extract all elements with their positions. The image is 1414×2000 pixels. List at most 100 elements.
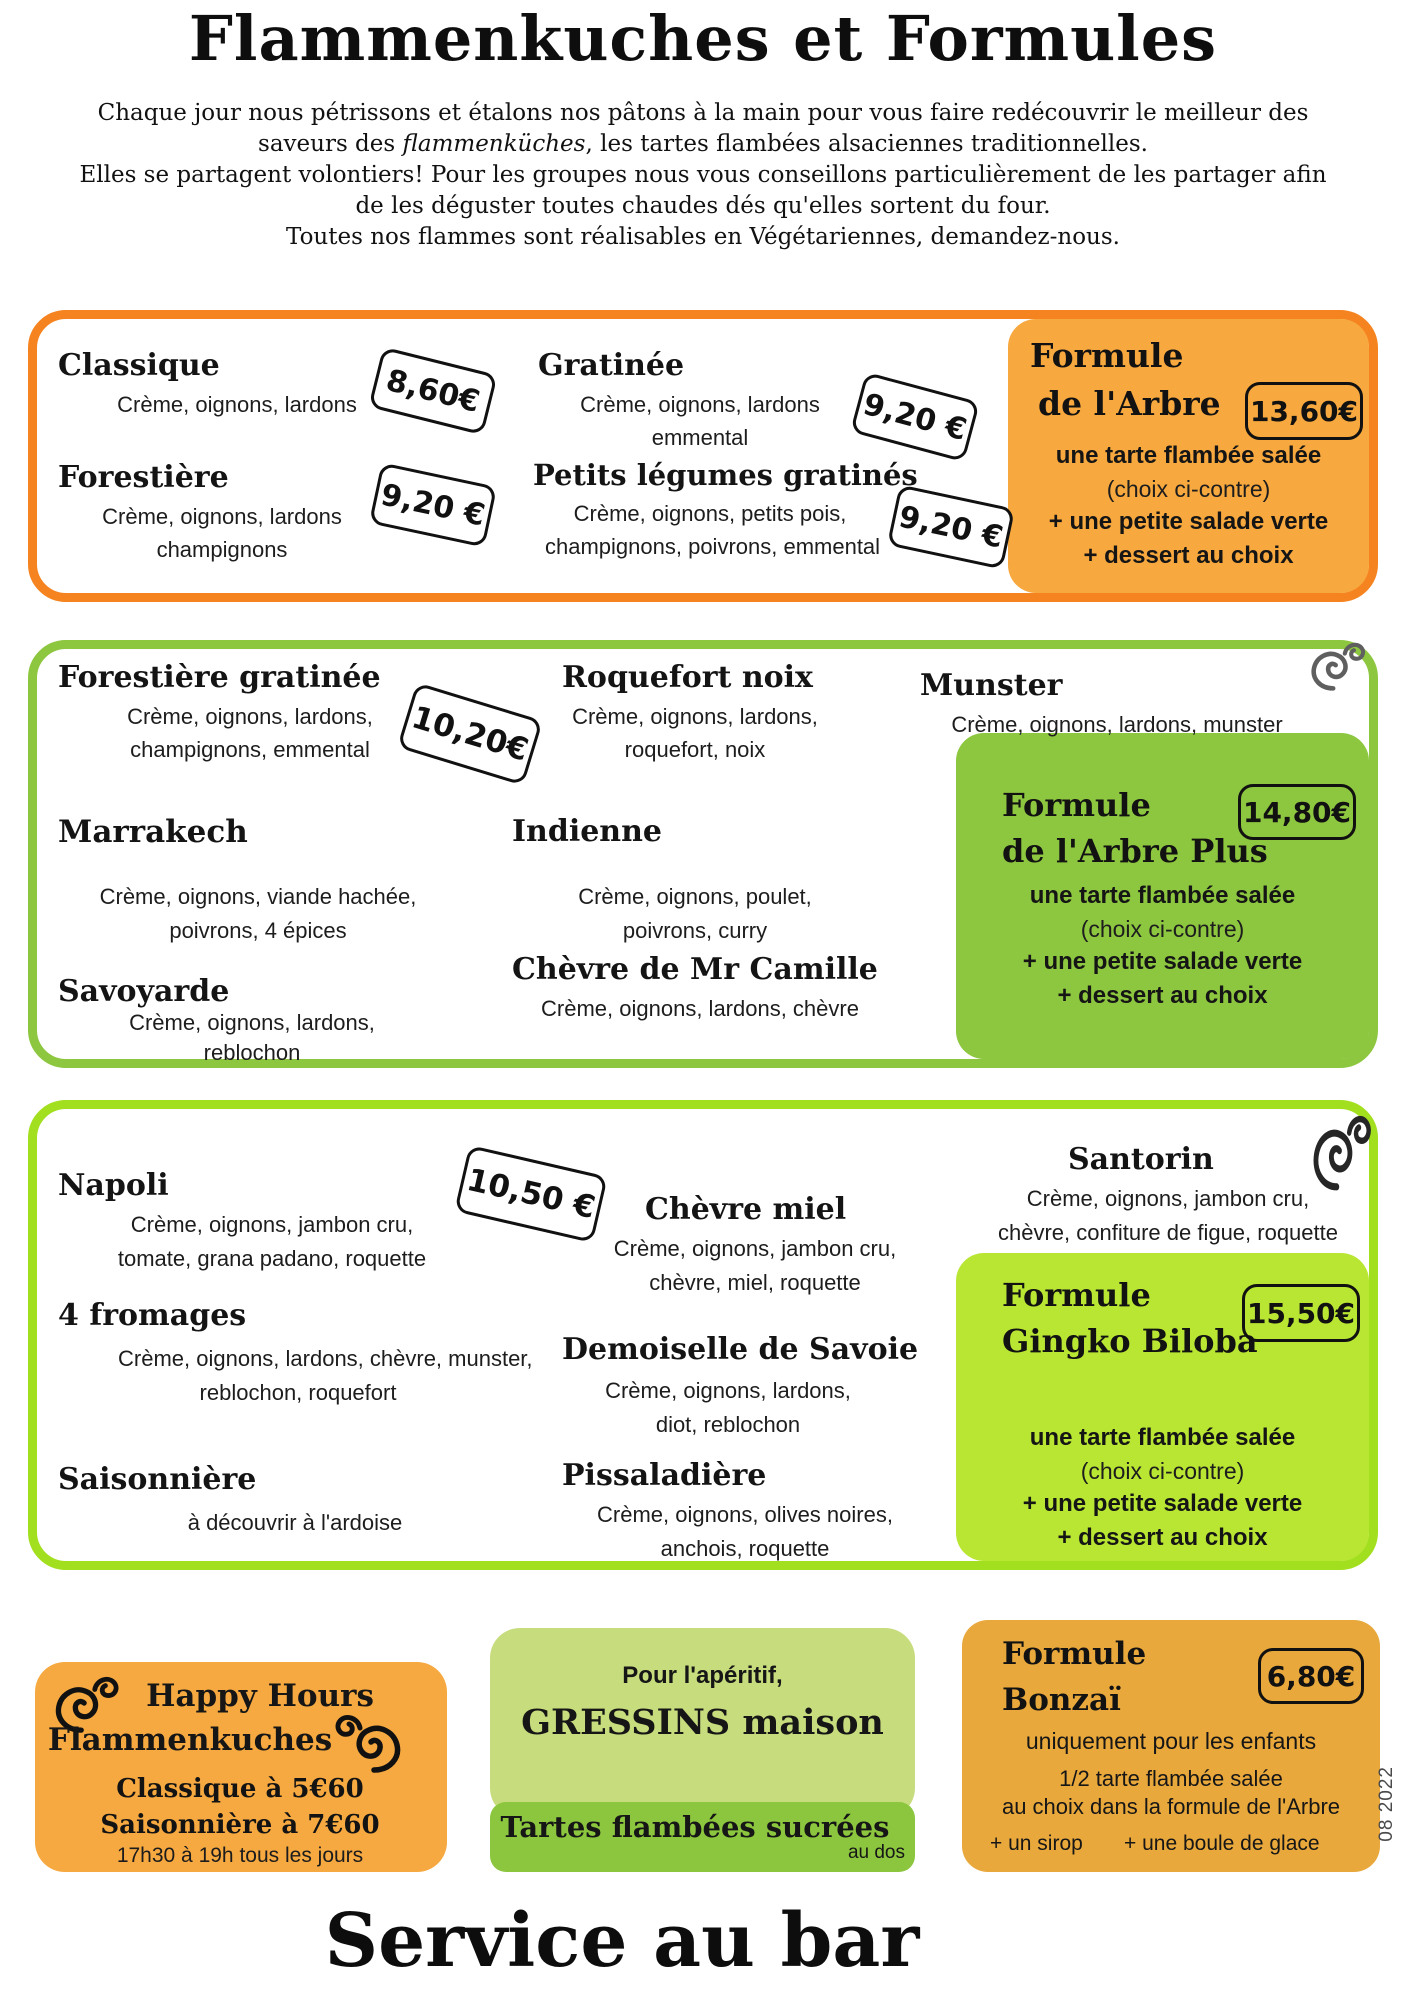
formule-bonzai-line-2: 1/2 tarte flambée salée <box>1059 1766 1283 1791</box>
tartes-sucrees-title: Tartes flambées sucrées <box>500 1810 890 1844</box>
dish-demoiselle-name: Demoiselle de Savoie <box>562 1332 919 1367</box>
dish-demoiselle-desc2: diot, reblochon <box>655 1412 801 1437</box>
dish-munster-desc: Crème, oignons, lardons, munster <box>951 712 1283 737</box>
swirl-ornament-icon <box>1311 642 1366 691</box>
dish-quatre-fromages-name: 4 fromages <box>58 1298 247 1333</box>
formule-bonzai-line-1: uniquement pour les enfants <box>1025 1728 1317 1754</box>
dish-santorin-desc1: Crème, oignons, jambon cru, <box>1026 1186 1310 1211</box>
dish-marrakech-name: Marrakech <box>58 814 248 850</box>
formule-arbre-plus-panel <box>956 733 1369 1059</box>
dish-roquefort-noix-name: Roquefort noix <box>562 660 813 695</box>
tartes-sucrees-note: au dos <box>847 1842 905 1863</box>
formule-arbre-plus-title-1: Formule <box>1002 786 1151 824</box>
dish-indienne-desc1: Crème, oignons, poulet, <box>578 884 812 909</box>
formule-bonzai-line-5: + une boule de glace <box>1124 1832 1320 1855</box>
dish-savoyarde-name: Savoyarde <box>58 974 230 1009</box>
formule-arbre-plus-line-2: (choix ci-contre) <box>1080 916 1245 942</box>
dish-quatre-fromages-desc2: reblochon, roquefort <box>199 1380 397 1405</box>
dish-munster-name: Munster <box>920 668 1063 703</box>
dish-forestiere-gratinee-desc1: Crème, oignons, lardons, <box>127 704 373 729</box>
formule-gingko-panel <box>956 1253 1369 1561</box>
dish-chevre-camille-name: Chèvre de Mr Camille <box>512 952 878 987</box>
dish-roquefort-noix-desc1: Crème, oignons, lardons, <box>572 704 818 729</box>
formule-bonzai-price-badge: 6,80€ <box>1258 1648 1364 1704</box>
tartes-sucrees-panel <box>490 1802 915 1872</box>
happy-hours-schedule: 17h30 à 19h tous les jours <box>116 1844 364 1867</box>
swirl-ornament-icon <box>55 1676 119 1733</box>
formule-arbre-plus-line-4: + dessert au choix <box>1057 982 1268 1009</box>
gressins-title: GRESSINS maison <box>521 1702 884 1743</box>
dish-petits-legumes-desc2: champignons, poivrons, emmental <box>545 534 881 559</box>
dish-savoyarde-desc2: reblochon <box>203 1040 301 1065</box>
intro-line-4: de les déguster toutes chaudes dés qu'el… <box>355 193 1051 219</box>
dish-classique-desc: Crème, oignons, lardons <box>117 392 357 417</box>
dish-forestiere-name: Forestière <box>58 460 229 495</box>
dish-gratinee-desc1: Crème, oignons, lardons <box>580 392 820 417</box>
dish-napoli-name: Napoli <box>58 1168 169 1203</box>
formule-gingko-line-3: + une petite salade verte <box>1022 1490 1303 1517</box>
dish-forestiere-desc2: champignons <box>156 537 288 562</box>
dish-quatre-fromages-desc1: Crème, oignons, lardons, chèvre, munster… <box>118 1346 533 1371</box>
dish-pissaladiere-desc2: anchois, roquette <box>660 1536 830 1561</box>
dish-indienne-name: Indienne <box>512 814 663 849</box>
dish-napoli-desc1: Crème, oignons, jambon cru, <box>130 1212 414 1237</box>
dish-classique-name: Classique <box>58 348 220 383</box>
dish-chevre-miel-desc1: Crème, oignons, jambon cru, <box>613 1236 897 1261</box>
formule-arbre-plus-line-1: une tarte flambée salée <box>1029 882 1296 909</box>
service-au-bar-title: Service au bar <box>324 1898 920 1984</box>
formule-gingko-line-2: (choix ci-contre) <box>1080 1458 1245 1484</box>
dish-saisonniere-name: Saisonnière <box>58 1462 257 1497</box>
formule-bonzai-title-2: Bonzaï <box>1002 1682 1121 1718</box>
formule-gingko-line-4: + dessert au choix <box>1057 1524 1268 1551</box>
formule-gingko-title-1: Formule <box>1002 1276 1151 1314</box>
dish-petits-legumes-name: Petits légumes gratinés <box>533 458 918 492</box>
formule-arbre-plus-line-3: + une petite salade verte <box>1022 948 1303 975</box>
dish-gratinee-name: Gratinée <box>538 348 685 383</box>
dish-forestiere-gratinee-name: Forestière gratinée <box>58 660 381 695</box>
dish-petits-legumes-desc1: Crème, oignons, petits pois, <box>573 501 847 526</box>
formule-arbre-title-2: de l'Arbre <box>1038 384 1221 423</box>
dish-pissaladiere-name: Pissaladière <box>562 1458 767 1493</box>
dish-santorin-desc2: chèvre, confiture de figue, roquette <box>998 1220 1338 1245</box>
intro-line-5: Toutes nos flammes sont réalisables en V… <box>286 224 1120 250</box>
intro-line-2-italic: flammenküches <box>402 131 586 157</box>
formule-bonzai-panel <box>962 1620 1380 1872</box>
formule-bonzai-line-4: + un sirop <box>990 1832 1083 1855</box>
formule-arbre-price-badge: 13,60€ <box>1245 382 1363 440</box>
gressins-panel <box>490 1628 915 1818</box>
dish-gratinee-desc2: emmental <box>651 425 749 450</box>
formule-arbre-panel <box>1008 319 1369 593</box>
dish-saisonniere-desc: à découvrir à l'ardoise <box>187 1510 403 1535</box>
intro-line-1: Chaque jour nous pétrissons et étalons n… <box>97 100 1309 126</box>
dish-indienne-desc2: poivrons, curry <box>622 918 768 943</box>
happy-hours-title-1: Happy Hours <box>146 1678 374 1714</box>
intro-line-3: Elles se partagent volontiers! Pour les … <box>79 162 1327 188</box>
happy-hours-offer-2: Saisonnière à 7€60 <box>100 1810 380 1840</box>
formule-bonzai-title-1: Formule <box>1002 1636 1147 1672</box>
edition-date: 08 2022 <box>1376 1766 1397 1842</box>
formule-arbre-line-4: + dessert au choix <box>1083 542 1294 569</box>
formule-bonzai-line-3: au choix dans la formule de l'Arbre <box>1001 1794 1341 1819</box>
intro-line-2: saveurs des flammenküches, les tartes fl… <box>0 131 1406 157</box>
swirl-ornament-icon <box>335 1715 401 1773</box>
dish-marrakech-desc2: poivrons, 4 épices <box>169 918 347 943</box>
dish-chevre-miel-name: Chèvre miel <box>645 1192 847 1227</box>
formule-arbre-line-1: une tarte flambée salée <box>1055 442 1322 469</box>
swirl-ornament-icon <box>1313 1115 1371 1191</box>
dish-chevre-miel-desc2: chèvre, miel, roquette <box>649 1270 861 1295</box>
formule-arbre-plus-title-2: de l'Arbre Plus <box>1002 832 1268 870</box>
dish-forestiere-desc1: Crème, oignons, lardons <box>102 504 342 529</box>
formule-arbre-line-2: (choix ci-contre) <box>1106 476 1271 502</box>
page-title: Flammenkuches et Formules <box>188 2 1218 75</box>
dish-roquefort-noix-desc2: roquefort, noix <box>624 737 766 762</box>
intro-line-2-post: , les tartes flambées alsaciennes tradit… <box>585 131 1148 157</box>
happy-hours-offer-1: Classique à 5€60 <box>116 1774 364 1804</box>
formule-arbre-plus-price-badge: 14,80€ <box>1238 784 1356 840</box>
gressins-subtitle: Pour l'apéritif, <box>622 1662 783 1689</box>
dish-savoyarde-desc1: Crème, oignons, lardons, <box>129 1010 375 1035</box>
happy-hours-title-2: Flammenkuches <box>47 1722 333 1758</box>
formule-gingko-line-1: une tarte flambée salée <box>1029 1424 1296 1451</box>
formule-gingko-price-badge: 15,50€ <box>1242 1284 1360 1342</box>
formule-arbre-title-1: Formule <box>1030 336 1184 375</box>
